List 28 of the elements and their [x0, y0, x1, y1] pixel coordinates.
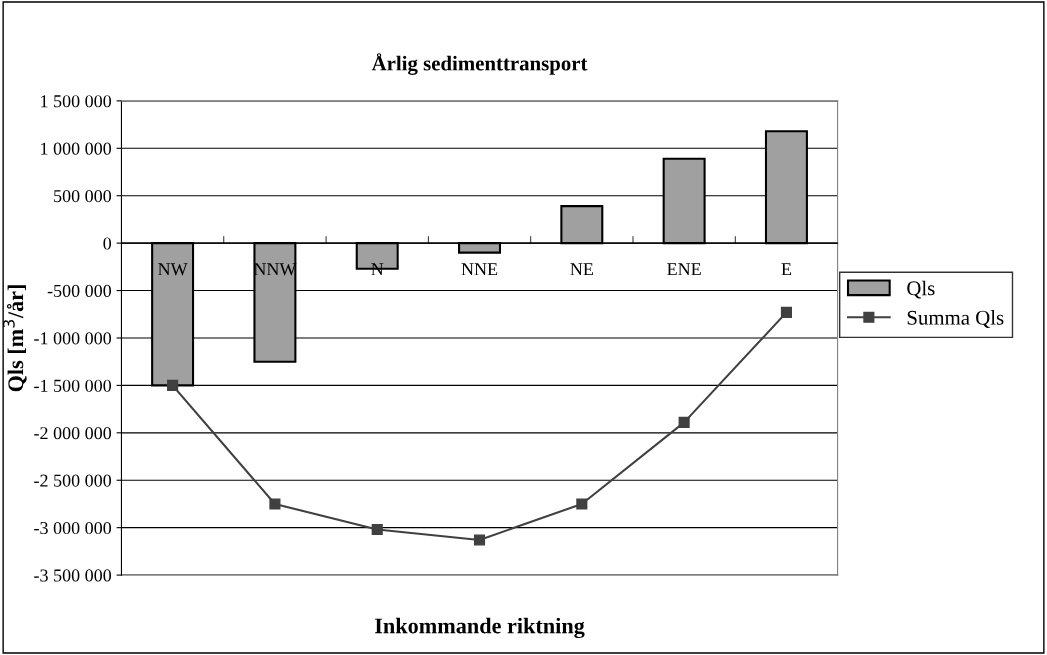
x-tick-label: NE	[570, 263, 593, 276]
y-tick-label: -1 000 000	[34, 332, 112, 345]
point	[167, 379, 179, 391]
chart-title: Årlig sedimenttransport	[371, 53, 588, 75]
x-tick-label: NW	[158, 263, 188, 276]
legend-label: Qls	[907, 280, 935, 299]
point	[780, 306, 793, 318]
y-tick-label: -1 500 000	[34, 379, 112, 392]
y-tick-label: 0	[103, 237, 112, 250]
x-tick-label: E	[781, 263, 792, 276]
point	[473, 534, 486, 546]
y-tick-label: -2 000 000	[34, 427, 112, 440]
legend-label: Summa Qls	[907, 310, 1004, 328]
x-tick-label: ENE	[667, 263, 701, 276]
point	[371, 524, 383, 536]
point	[269, 498, 281, 510]
x-tick-label: NNE	[461, 263, 498, 276]
y-tick-label: -500 000	[47, 284, 112, 297]
x-axis-title: Inkommande riktning	[375, 617, 585, 639]
point	[678, 416, 690, 428]
y-axis-title: Qls [m$^{3}$/år]	[2, 285, 27, 392]
y-tick-label: 1 000 000	[41, 142, 112, 155]
y-tick-label: -3 500 000	[34, 569, 112, 582]
y-tick-label: 500 000	[54, 189, 112, 203]
y-tick-label: 1 500 000	[41, 95, 112, 108]
point	[576, 498, 588, 510]
y-tick-label: -2 500 000	[34, 474, 112, 487]
y-tick-label: -3 000 000	[34, 521, 112, 535]
